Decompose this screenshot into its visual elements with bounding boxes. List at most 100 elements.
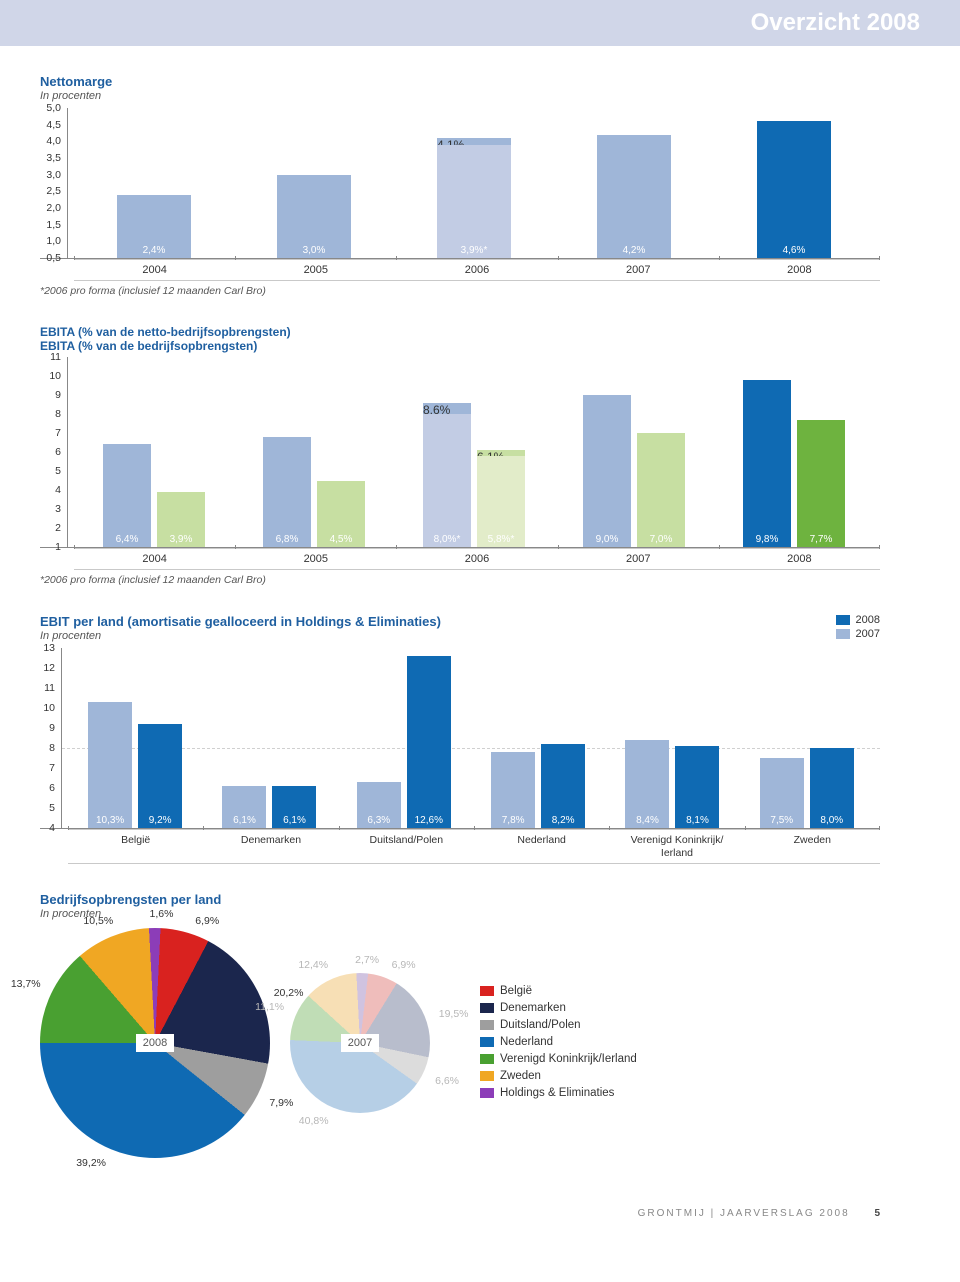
bar-value-label: 9,2%: [138, 815, 182, 826]
chart3-title: EBIT per land (amortisatie gealloceerd i…: [40, 614, 880, 629]
legend-label: Zweden: [500, 1070, 541, 1082]
bar-2007: 8,4%: [625, 740, 669, 828]
x-label: Verenigd Koninkrijk/Ierland: [609, 829, 744, 863]
x-label: 2005: [235, 259, 396, 280]
legend-swatch: [480, 1088, 494, 1098]
bar-2007: 10,3%: [88, 702, 132, 828]
chart1-subtitle: In procenten: [40, 90, 880, 102]
bar-2008: 9,2%: [138, 724, 182, 828]
pie-2007: 20072,7%6,9%19,5%6,6%40,8%11,1%12,4%: [290, 973, 430, 1113]
bar-netto: 9,8%: [743, 380, 791, 547]
x-label: 2006: [396, 259, 557, 280]
chart-pies: Bedrijfsopbrengsten per land In procente…: [40, 892, 880, 1158]
bar-bruto: 7,7%: [797, 420, 845, 547]
pie-slice-label: 40,8%: [299, 1115, 329, 1127]
pies-title: Bedrijfsopbrengsten per land: [40, 892, 880, 907]
legend-item: Verenigd Koninkrijk/Ierland: [480, 1053, 637, 1065]
bar-segment-top: 8,6%: [423, 403, 471, 414]
legend-item: 2008: [836, 614, 880, 626]
bar-value-label: 5,8%*: [477, 534, 525, 545]
footer-text: GRONTMIJ | JAARVERSLAG 2008: [638, 1208, 850, 1219]
x-label: 2008: [719, 548, 880, 569]
chart2-footnote: *2006 pro forma (inclusief 12 maanden Ca…: [40, 574, 880, 586]
pie-slice-label: 12,4%: [298, 959, 328, 971]
bar: 4,2%: [597, 135, 671, 258]
pie-slice-label: 13,7%: [11, 978, 41, 990]
pie-disc: 2007: [290, 973, 430, 1113]
bar-segment-top: 4,1%: [437, 138, 511, 145]
bar-value-label: 3,9%*: [437, 245, 511, 256]
chart1-title: Nettomarge: [40, 74, 880, 89]
legend-item: Nederland: [480, 1036, 637, 1048]
bar: 2,4%: [117, 195, 191, 258]
pie-2008: 20081,6%6,9%20,2%7,9%39,2%13,7%10,5%: [40, 928, 270, 1158]
bar-value-label: 7,5%: [760, 815, 804, 826]
pie-disc: 2008: [40, 928, 270, 1158]
legend-item: 2007: [836, 628, 880, 640]
x-label: Denemarken: [203, 829, 338, 863]
bar-bruto: 5,8%*: [477, 456, 525, 547]
legend-label: Verenigd Koninkrijk/Ierland: [500, 1053, 637, 1065]
chart2-title1: EBITA (% van de netto-bedrijfsopbrengste…: [40, 325, 880, 339]
pie-slice-label: 39,2%: [76, 1157, 106, 1169]
pie-center-label: 2007: [341, 1034, 379, 1052]
bar-2008: 8,1%: [675, 746, 719, 828]
bar-value-label: 10,3%: [88, 815, 132, 826]
bar-value-label: 8,1%: [675, 815, 719, 826]
bar-value-label: 9,8%: [743, 534, 791, 545]
pie-center-label: 2008: [136, 1034, 174, 1052]
bar: 3,0%: [277, 175, 351, 258]
legend-swatch: [480, 1020, 494, 1030]
bar-value-label: 4,6%: [757, 245, 831, 256]
x-label: 2005: [235, 548, 396, 569]
pie-slice-label: 1,6%: [150, 908, 174, 920]
x-label: 2008: [719, 259, 880, 280]
pie-slice-label: 11,1%: [255, 1001, 284, 1013]
chart-nettomarge: Nettomarge In procenten 0,51,01,52,02,53…: [40, 74, 880, 297]
bar-value-label: 3,9%: [157, 534, 205, 545]
x-label: België: [68, 829, 203, 863]
bar-value-label: 6,1%: [272, 815, 316, 826]
page-footer: GRONTMIJ | JAARVERSLAG 2008 5: [0, 1208, 960, 1219]
x-label: Nederland: [474, 829, 609, 863]
bar-value-label: 7,0%: [637, 534, 685, 545]
legend-swatch: [480, 1054, 494, 1064]
bar: 3,9%*: [437, 145, 511, 258]
x-label: 2004: [74, 259, 235, 280]
pie-slice-label: 19,5%: [439, 1008, 469, 1020]
bar-value-label: 3,0%: [277, 245, 351, 256]
x-label: Duitsland/Polen: [339, 829, 474, 863]
bar-value-label: 8,4%: [625, 815, 669, 826]
bar-2007: 7,5%: [760, 758, 804, 828]
pie-slice-label: 6,9%: [392, 959, 416, 971]
bar-2007: 7,8%: [491, 752, 535, 828]
legend-item: België: [480, 985, 637, 997]
legend-swatch: [480, 1037, 494, 1047]
footer-page-number: 5: [874, 1208, 880, 1219]
chart3-subtitle: In procenten: [40, 630, 880, 642]
legend-label: Duitsland/Polen: [500, 1019, 581, 1031]
legend-label: Denemarken: [500, 1002, 566, 1014]
bar-value-label: 9,0%: [583, 534, 631, 545]
bar-value-label: 6,8%: [263, 534, 311, 545]
bar-netto: 8,0%*: [423, 414, 471, 547]
legend-swatch: [480, 986, 494, 996]
legend-item: Holdings & Eliminaties: [480, 1087, 637, 1099]
legend-swatch: [836, 615, 850, 625]
x-label: 2006: [396, 548, 557, 569]
header-band: Overzicht 2008: [0, 0, 960, 46]
pie-legend: België Denemarken Duitsland/Polen Nederland…: [480, 985, 637, 1101]
pie-slice-label: 6,9%: [195, 915, 219, 927]
bar-2008: 12,6%: [407, 656, 451, 828]
bar-2007: 6,3%: [357, 782, 401, 828]
bar-value-label: 8,0%*: [423, 534, 471, 545]
chart1-footnote: *2006 pro forma (inclusief 12 maanden Ca…: [40, 285, 880, 297]
chart2-title2: EBITA (% van de bedrijfsopbrengsten): [40, 339, 880, 353]
bar-value-label: 4,2%: [597, 245, 671, 256]
bar-2007: 6,1%: [222, 786, 266, 828]
chart-ebit-per-land: EBIT per land (amortisatie gealloceerd i…: [40, 614, 880, 864]
bar-bruto: 4,5%: [317, 481, 365, 548]
bar-value-label: 8,0%: [810, 815, 854, 826]
bar-bruto: 7,0%: [637, 433, 685, 547]
x-label: 2007: [558, 548, 719, 569]
